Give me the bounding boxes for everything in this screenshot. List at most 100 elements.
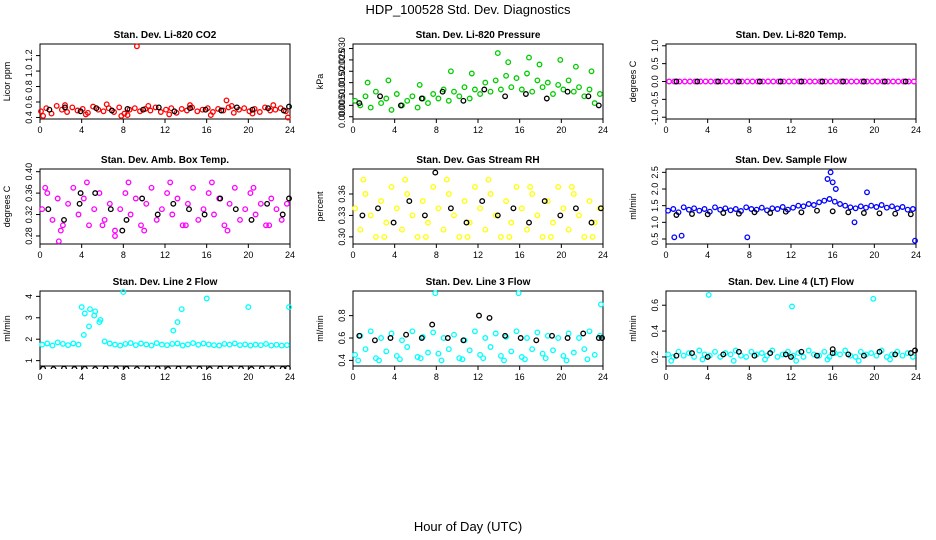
x-tick-label: 24: [285, 372, 295, 382]
data-point-main: [904, 206, 911, 213]
data-point-black: [788, 353, 794, 360]
data-point-main: [456, 233, 463, 240]
data-point-main: [691, 205, 698, 212]
data-point-main: [270, 102, 277, 109]
data-point-black: [170, 200, 177, 207]
data-point-black: [588, 219, 595, 226]
y-tick-label: 0.010: [337, 83, 347, 106]
data-point-main: [78, 304, 85, 311]
data-point-main: [125, 179, 132, 186]
x-tick-label: 24: [911, 372, 921, 382]
x-tick-label: 4: [392, 125, 397, 135]
data-point-main: [696, 207, 703, 214]
data-point-main: [247, 190, 254, 197]
data-point-main: [158, 206, 165, 213]
data-point-main: [497, 352, 504, 359]
data-point-main: [570, 349, 577, 356]
data-point-main: [355, 357, 362, 364]
y-tick-label: 0.005: [337, 94, 347, 117]
data-point-main: [263, 222, 269, 229]
x-tick-label: 8: [747, 125, 752, 135]
data-point-black: [767, 350, 774, 357]
data-point-main: [203, 295, 210, 302]
data-point-main: [544, 198, 551, 205]
data-point-main: [497, 86, 504, 93]
x-tick-label: 20: [556, 250, 566, 260]
data-point-black: [40, 365, 47, 369]
data-point-main: [228, 102, 235, 109]
data-point-black: [782, 208, 789, 215]
data-point-main: [445, 97, 452, 104]
data-point-black: [798, 78, 805, 85]
data-point-main: [404, 97, 411, 104]
data-point-black: [217, 195, 224, 202]
data-point-main: [503, 72, 510, 79]
data-point-black: [418, 95, 425, 102]
data-point-black: [92, 366, 99, 369]
x-tick-label: 12: [160, 372, 170, 382]
data-point-main: [584, 356, 591, 363]
data-point-main: [853, 78, 860, 85]
data-point-main: [435, 205, 442, 212]
data-point-black: [50, 366, 57, 369]
data-point-main: [422, 233, 429, 240]
data-point-main: [485, 176, 492, 183]
data-point-main: [205, 190, 212, 197]
data-point-black: [286, 103, 292, 110]
data-point-black: [580, 330, 587, 337]
data-point-black: [463, 219, 470, 226]
data-point-black: [71, 366, 78, 369]
data-point-main: [732, 347, 739, 354]
data-point-black: [751, 352, 758, 359]
data-point-main: [174, 319, 181, 326]
data-point-main: [190, 184, 197, 191]
data-point-main: [791, 78, 798, 85]
data-point-black: [673, 78, 680, 85]
y-tick-label: 2.5: [650, 166, 660, 179]
data-point-main: [451, 331, 457, 338]
data-point-black: [756, 78, 763, 85]
data-point-main: [59, 340, 66, 347]
data-point-main: [414, 233, 421, 240]
y-tick-label: 1.2: [24, 49, 34, 62]
data-point-main: [596, 91, 603, 97]
data-point-black: [673, 212, 680, 218]
x-tick-label: 20: [243, 372, 253, 382]
data-point-main: [167, 179, 174, 186]
figure-title: HDP_100528 Std. Dev. Diagnostics: [366, 2, 571, 17]
data-point-main: [178, 306, 185, 313]
data-point-black: [689, 211, 695, 217]
x-tick-label: 20: [243, 250, 253, 260]
x-tick-label: 16: [515, 125, 525, 135]
data-point-main: [80, 331, 87, 338]
data-point-main: [837, 351, 843, 358]
y-axis-label: percent: [315, 191, 325, 222]
data-point-black: [406, 198, 413, 205]
x-tick-label: 20: [556, 372, 566, 382]
y-tick-label: 0.4: [650, 325, 660, 338]
data-point-main: [501, 357, 507, 364]
chart-panel-3: Stan. Dev. Li-820 Temp. degrees C 0 4 8 12 16 2…: [628, 30, 921, 135]
data-point-black: [186, 366, 192, 369]
data-point-main: [477, 91, 484, 97]
data-point-main: [179, 222, 186, 229]
x-tick-label: 0: [663, 250, 668, 260]
data-point-main: [117, 342, 124, 349]
data-point-main: [565, 77, 572, 84]
data-point-main: [889, 203, 895, 210]
data-point-main: [417, 355, 424, 362]
data-point-black: [108, 107, 115, 114]
data-point-black: [279, 365, 286, 369]
data-point-main: [542, 355, 549, 362]
data-point-main: [696, 347, 703, 354]
data-point-black: [356, 332, 363, 339]
data-point-main: [141, 227, 148, 234]
data-point-black: [595, 335, 602, 341]
data-point-main: [221, 340, 228, 347]
data-point-black: [439, 88, 446, 95]
data-point-main: [211, 342, 217, 349]
y-tick-label: 0.36: [337, 185, 347, 203]
data-point-black: [280, 107, 287, 114]
data-point-black: [597, 205, 604, 212]
data-point-main: [190, 340, 197, 347]
